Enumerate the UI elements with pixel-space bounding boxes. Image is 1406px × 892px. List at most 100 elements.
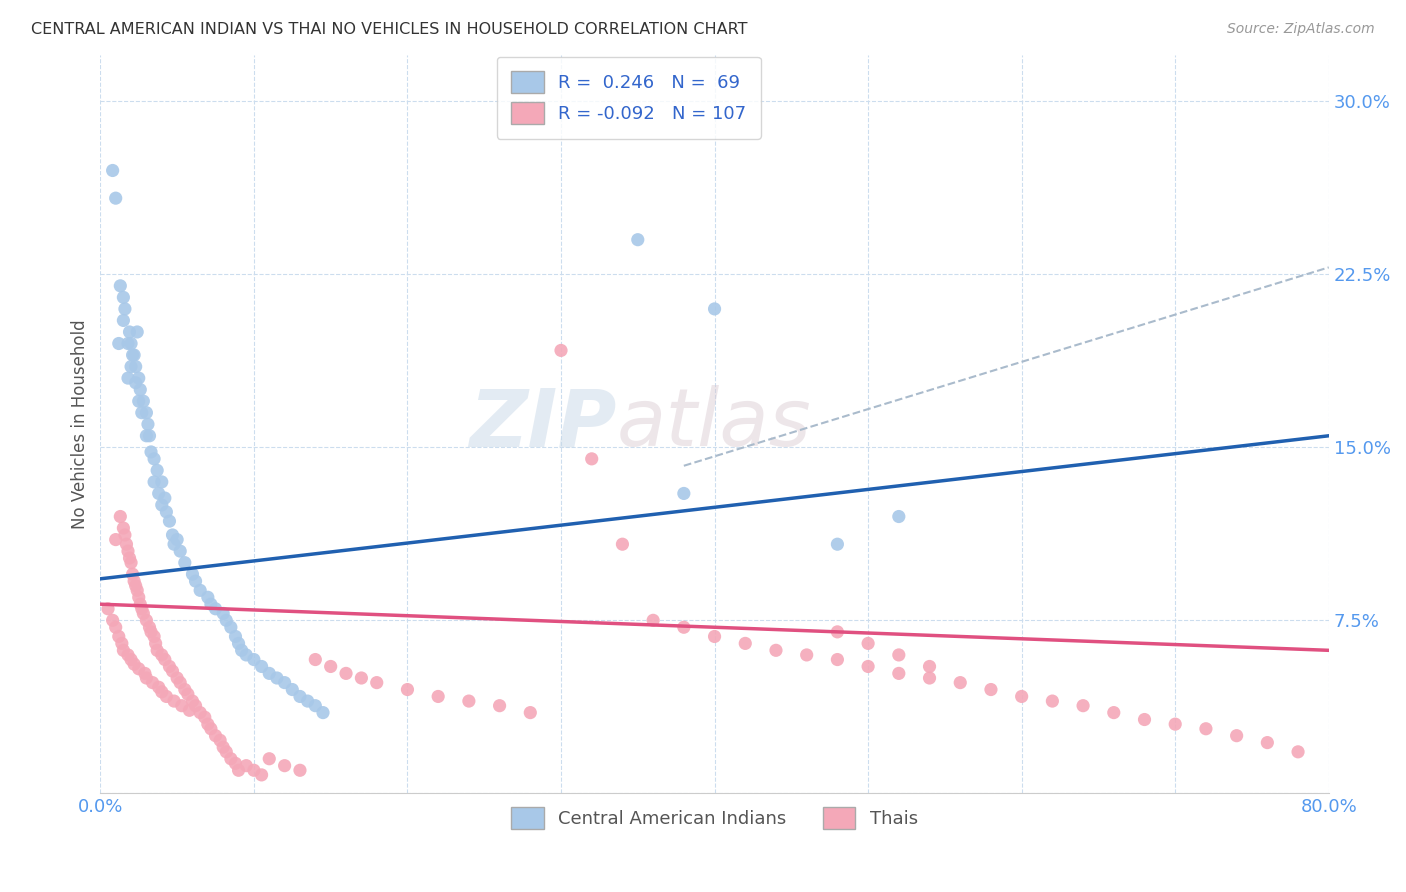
Point (166, 533, 188, 547)
Point (643, 613, 665, 627)
Point (173, 556, 195, 570)
Point (215, 613, 238, 627)
Point (120, 336, 142, 351)
Point (212, 607, 235, 621)
Point (672, 486, 695, 500)
Point (396, 682, 419, 697)
Point (297, 694, 319, 708)
Point (132, 394, 155, 409)
Point (134, 666, 156, 681)
Point (672, 620, 695, 634)
Point (250, 659, 273, 673)
Point (488, 698, 510, 713)
Point (827, 652, 849, 666)
Point (304, 698, 326, 713)
Point (281, 682, 304, 697)
Point (1226, 729, 1249, 743)
Point (129, 597, 152, 611)
Y-axis label: No Vehicles in Household: No Vehicles in Household (72, 319, 89, 529)
Point (115, 537, 138, 551)
Point (581, 451, 603, 466)
Point (918, 659, 941, 673)
Point (122, 348, 145, 362)
Point (204, 602, 226, 616)
Point (150, 498, 173, 512)
Point (136, 417, 159, 432)
Point (1133, 713, 1156, 727)
Point (112, 290, 135, 304)
Point (212, 740, 235, 755)
Point (288, 764, 311, 778)
Point (110, 509, 132, 524)
Point (173, 682, 195, 697)
Point (153, 652, 176, 666)
Point (135, 671, 157, 685)
Point (457, 694, 479, 708)
Point (224, 630, 246, 644)
Point (949, 675, 972, 690)
Point (117, 371, 139, 385)
Point (104, 620, 127, 634)
Point (117, 544, 139, 558)
Point (135, 406, 157, 420)
Point (550, 343, 572, 358)
Point (163, 694, 186, 708)
Point (827, 624, 849, 639)
Point (197, 591, 219, 605)
Point (273, 758, 295, 772)
Point (1256, 736, 1278, 750)
Legend: Central American Indians, Thais: Central American Indians, Thais (505, 799, 925, 836)
Point (259, 666, 281, 681)
Point (1071, 698, 1094, 713)
Point (142, 675, 165, 690)
Text: CENTRAL AMERICAN INDIAN VS THAI NO VEHICLES IN HOUSEHOLD CORRELATION CHART: CENTRAL AMERICAN INDIAN VS THAI NO VEHIC… (31, 22, 748, 37)
Point (112, 313, 135, 327)
Point (224, 756, 246, 771)
Point (112, 521, 135, 535)
Point (128, 371, 150, 385)
Point (703, 630, 725, 644)
Point (177, 687, 200, 701)
Point (150, 685, 173, 699)
Point (887, 509, 910, 524)
Point (155, 690, 177, 704)
Text: Source: ZipAtlas.com: Source: ZipAtlas.com (1227, 22, 1375, 37)
Point (159, 514, 181, 528)
Point (118, 325, 141, 339)
Point (228, 636, 250, 650)
Point (273, 675, 295, 690)
Point (124, 376, 146, 390)
Point (243, 764, 266, 778)
Point (235, 758, 257, 772)
Point (170, 698, 193, 713)
Point (856, 659, 879, 673)
Point (215, 745, 238, 759)
Point (796, 648, 818, 662)
Point (980, 682, 1002, 697)
Point (118, 551, 141, 566)
Text: atlas: atlas (616, 385, 811, 463)
Point (122, 574, 145, 588)
Point (366, 675, 388, 690)
Point (117, 648, 139, 662)
Point (259, 752, 281, 766)
Point (120, 359, 142, 374)
Point (231, 643, 253, 657)
Point (131, 602, 153, 616)
Point (219, 752, 242, 766)
Point (519, 706, 541, 720)
Point (127, 325, 149, 339)
Point (169, 544, 191, 558)
Point (288, 690, 311, 704)
Point (304, 652, 326, 666)
Point (1195, 722, 1218, 736)
Point (124, 359, 146, 374)
Point (163, 537, 186, 551)
Point (335, 666, 357, 681)
Point (159, 659, 181, 673)
Point (209, 733, 232, 747)
Point (127, 583, 149, 598)
Point (150, 475, 173, 489)
Point (111, 636, 134, 650)
Point (153, 491, 176, 505)
